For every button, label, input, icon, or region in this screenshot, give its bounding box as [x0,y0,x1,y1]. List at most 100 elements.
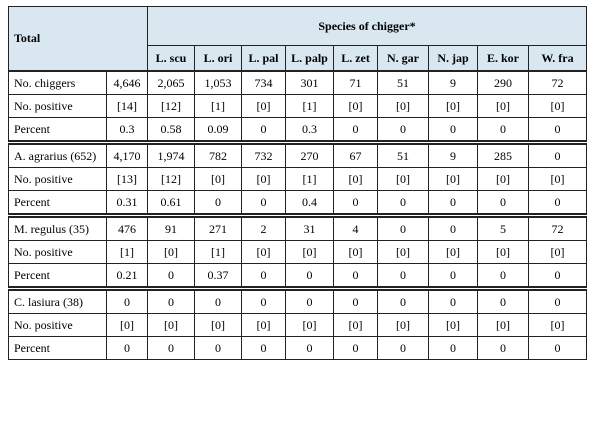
total-cell: 476 [105,213,149,241]
species-column-header: N. jap [428,45,479,72]
table-section: A. agrarius (652) 4,170 1,974 782 732 270 67 51… [8,140,588,216]
value-cell: [0] [241,167,287,191]
row-label: A. agrarius (652) [8,140,107,168]
value-cell: 0.09 [194,117,243,143]
value-cell: 0 [285,336,335,360]
value-cell: 0 [528,336,588,360]
value-cell: 1,974 [147,140,196,168]
value-cell: 0 [194,190,243,216]
value-cell: [0] [377,240,430,264]
value-cell: 0 [428,190,479,216]
table-section: C. lasiura (38) 0 0 0 0 0 0 0 0 0 0 No. positive [0]… [8,286,588,360]
total-cell: 0.31 [105,190,149,216]
value-cell: 0.61 [147,190,196,216]
row-label: No. positive [8,240,107,264]
value-cell: [1] [194,240,243,264]
value-cell: 0.37 [194,263,243,289]
species-header: Species of chigger* [147,6,588,46]
value-cell: 271 [194,213,243,241]
value-cell: [0] [241,313,287,337]
table-row: A. agrarius (652) 4,170 1,974 782 732 270 67 51… [8,140,588,168]
value-cell: [0] [528,94,588,118]
value-cell: 0 [428,213,479,241]
table-section: M. regulus (35) 476 91 271 2 31 4 0 0 5 72 No. posi… [8,213,588,289]
value-cell: 0 [241,117,287,143]
total-cell: 4,646 [105,70,149,95]
value-cell: [0] [428,167,479,191]
value-cell: [0] [477,240,530,264]
value-cell: 31 [285,213,335,241]
value-cell: [12] [147,167,196,191]
value-cell: 0.58 [147,117,196,143]
value-cell: [0] [377,313,430,337]
value-cell: 0 [528,263,588,289]
value-cell: 0 [377,286,430,314]
value-cell: 71 [333,70,379,95]
value-cell: 2 [241,213,287,241]
total-header: Total [7,6,149,72]
species-column-header: L. zet [333,45,379,72]
value-cell: 0 [428,286,479,314]
value-cell: 0 [241,286,287,314]
value-cell: 0.4 [285,190,335,216]
value-cell: 301 [285,70,335,95]
value-cell: [0] [147,313,196,337]
value-cell: [1] [194,94,243,118]
value-cell: [0] [428,240,479,264]
species-column-header: W. fra [528,45,588,72]
value-cell: 290 [477,70,530,95]
row-label: No. positive [8,94,107,118]
value-cell: 0 [477,336,530,360]
value-cell: 0 [333,117,379,143]
total-cell: [0] [105,313,149,337]
value-cell: 270 [285,140,335,168]
value-cell: 0 [477,190,530,216]
value-cell: 285 [477,140,530,168]
value-cell: [0] [333,94,379,118]
value-cell: [1] [285,94,335,118]
table-row: Percent 0.21 0 0.37 0 0 0 0 0 0 0 [8,263,588,289]
value-cell: 0 [377,190,430,216]
value-cell: [0] [285,240,335,264]
value-cell: 0.3 [285,117,335,143]
row-label: Percent [8,190,107,216]
value-cell: [0] [194,313,243,337]
value-cell: 0 [147,286,196,314]
total-cell: [1] [105,240,149,264]
value-cell: 0 [428,336,479,360]
value-cell: [0] [241,240,287,264]
value-cell: [0] [477,94,530,118]
value-cell: [0] [528,313,588,337]
value-cell: 0 [147,263,196,289]
value-cell: 0 [477,263,530,289]
value-cell: 0 [194,286,243,314]
value-cell: [0] [333,313,379,337]
value-cell: 0 [333,263,379,289]
row-label: Percent [8,117,107,143]
total-cell: [14] [105,94,149,118]
value-cell: 0 [194,336,243,360]
species-column-header: L. pal [241,45,287,72]
value-cell: 0 [377,336,430,360]
row-label: No. chiggers [8,70,107,95]
value-cell: 0 [477,286,530,314]
value-cell: 0 [528,140,588,168]
total-cell: [13] [105,167,149,191]
value-cell: 0 [377,263,430,289]
value-cell: 0 [477,117,530,143]
value-cell: 0 [528,286,588,314]
table-row: No. chiggers 4,646 2,065 1,053 734 301 71 51 9 29… [8,70,588,95]
row-label: Percent [8,336,107,360]
value-cell: 0 [377,117,430,143]
value-cell: 734 [241,70,287,95]
value-cell: [0] [528,240,588,264]
value-cell: [0] [377,94,430,118]
row-label: M. regulus (35) [8,213,107,241]
value-cell: 0 [428,263,479,289]
value-cell: [0] [477,167,530,191]
value-cell: [0] [428,313,479,337]
value-cell: 9 [428,140,479,168]
value-cell: 67 [333,140,379,168]
value-cell: 91 [147,213,196,241]
value-cell: [0] [333,167,379,191]
